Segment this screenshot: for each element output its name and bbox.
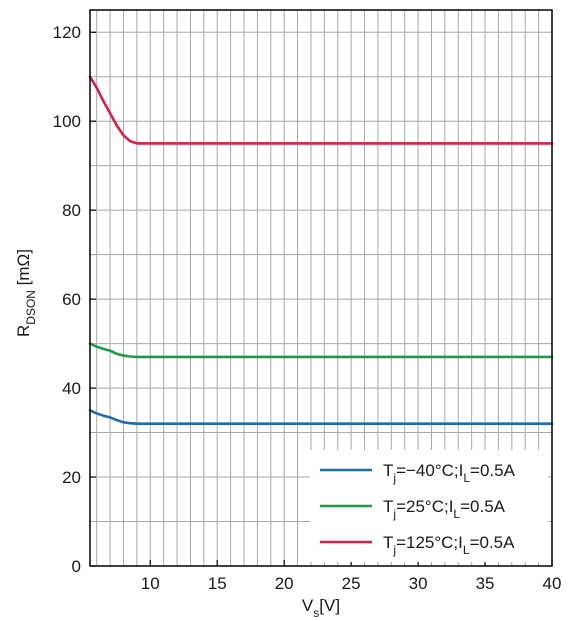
- series-line-0: [88, 408, 554, 426]
- x-tick-label: 25: [342, 574, 361, 593]
- legend-label-2: Tj=125°C;IL=0.5A: [383, 533, 515, 557]
- y-tick-label: 20: [62, 468, 81, 487]
- y-tick-label: 80: [62, 201, 81, 220]
- y-tick-label: 120: [53, 23, 81, 42]
- legend-label-0: Tj=−40°C;IL=0.5A: [383, 461, 516, 485]
- ticks: 10 15 20 25 30 35 40 0 20 40 60 80 100 120: [53, 23, 562, 593]
- y-tick-label: 100: [53, 112, 81, 131]
- x-axis-label: Vs[V]: [302, 596, 340, 620]
- series-layer: [88, 75, 554, 426]
- y-tick-label: 40: [62, 379, 81, 398]
- x-tick-label: 30: [409, 574, 428, 593]
- plot-frame: [89, 9, 553, 567]
- x-tick-label: 10: [141, 574, 160, 593]
- x-tick-label: 20: [275, 574, 294, 593]
- legend-label-1: Tj=25°C;IL=0.5A: [383, 497, 506, 521]
- x-tick-label: 40: [543, 574, 562, 593]
- x-tick-label: 35: [476, 574, 495, 593]
- y-tick-label: 0: [72, 557, 81, 576]
- y-axis-label: RDSON [mΩ]: [14, 249, 38, 337]
- x-tick-label: 15: [208, 574, 227, 593]
- series-line-1: [88, 342, 554, 359]
- series-line-2: [88, 75, 554, 145]
- y-tick-label: 60: [62, 290, 81, 309]
- legend: Tj=−40°C;IL=0.5A Tj=25°C;IL=0.5A Tj=125°C;…: [310, 450, 548, 562]
- axis-labels: Vs[V] RDSON [mΩ]: [14, 249, 340, 620]
